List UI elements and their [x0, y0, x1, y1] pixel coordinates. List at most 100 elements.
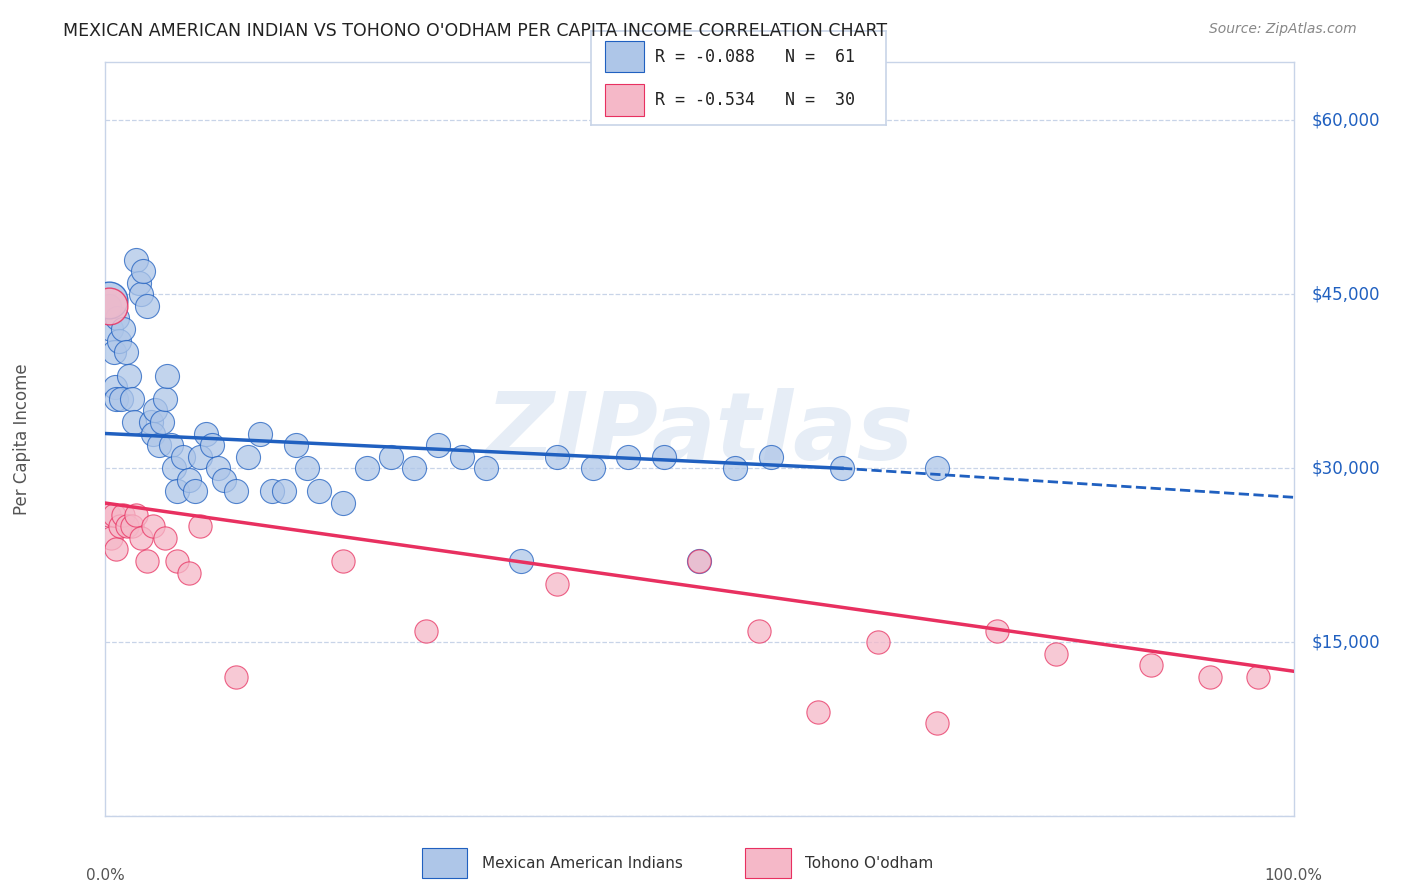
Point	[105, 542, 128, 557]
Point	[807, 705, 830, 719]
Point	[214, 473, 236, 487]
Point	[105, 392, 128, 406]
Text: Per Capita Income: Per Capita Income	[13, 364, 31, 515]
Point	[128, 276, 150, 290]
Point	[225, 670, 247, 684]
Point	[104, 380, 127, 394]
Text: R = -0.088   N =  61: R = -0.088 N = 61	[655, 47, 855, 65]
Point	[112, 508, 135, 522]
Point	[225, 484, 247, 499]
Point	[207, 461, 229, 475]
Point	[136, 554, 159, 568]
Point	[110, 392, 132, 406]
Point	[183, 484, 205, 499]
Point	[129, 287, 152, 301]
Point	[474, 461, 496, 475]
Point	[236, 450, 259, 464]
Point	[415, 624, 437, 638]
Point	[156, 368, 179, 383]
Point	[125, 508, 148, 522]
Point	[201, 438, 224, 452]
Point	[114, 345, 136, 359]
Point	[249, 426, 271, 441]
Point	[689, 554, 711, 568]
FancyBboxPatch shape	[745, 848, 790, 878]
Point	[1199, 670, 1222, 684]
Point	[380, 450, 402, 464]
Point	[152, 415, 174, 429]
Point	[273, 484, 295, 499]
Point	[925, 716, 948, 731]
Point	[308, 484, 330, 499]
Point	[121, 519, 143, 533]
FancyBboxPatch shape	[422, 848, 467, 878]
Point	[148, 438, 170, 452]
Point	[125, 252, 148, 267]
Text: $60,000: $60,000	[1312, 112, 1379, 129]
Point	[103, 508, 125, 522]
Point	[748, 624, 770, 638]
Point	[100, 322, 122, 336]
Point	[139, 415, 162, 429]
Point	[427, 438, 450, 452]
Point	[153, 392, 176, 406]
Point	[172, 450, 194, 464]
Point	[546, 450, 568, 464]
FancyBboxPatch shape	[606, 84, 644, 116]
Point	[1045, 647, 1067, 661]
Point	[105, 310, 128, 325]
Point	[332, 554, 354, 568]
Point	[163, 461, 186, 475]
Text: Source: ZipAtlas.com: Source: ZipAtlas.com	[1209, 22, 1357, 37]
Text: $45,000: $45,000	[1312, 285, 1379, 303]
Point	[112, 322, 135, 336]
Point	[143, 403, 166, 417]
Point	[866, 635, 889, 649]
Point	[297, 461, 319, 475]
Text: ZIPatlas: ZIPatlas	[485, 387, 914, 480]
Point	[652, 450, 675, 464]
Point	[724, 461, 747, 475]
Point	[177, 566, 200, 580]
Point	[122, 415, 145, 429]
Text: Tohono O'odham: Tohono O'odham	[804, 855, 934, 871]
Point	[190, 450, 212, 464]
Text: Mexican American Indians: Mexican American Indians	[481, 855, 682, 871]
Text: $15,000: $15,000	[1312, 633, 1379, 651]
Point	[98, 508, 121, 522]
Point	[159, 438, 181, 452]
Point	[100, 531, 122, 545]
Point	[153, 531, 176, 545]
FancyBboxPatch shape	[606, 40, 644, 72]
Text: 100.0%: 100.0%	[1264, 869, 1323, 883]
Point	[129, 531, 152, 545]
Point	[132, 264, 155, 278]
Point	[1247, 670, 1270, 684]
Point	[404, 461, 426, 475]
Point	[332, 496, 354, 510]
Point	[260, 484, 283, 499]
Text: MEXICAN AMERICAN INDIAN VS TOHONO O'ODHAM PER CAPITA INCOME CORRELATION CHART: MEXICAN AMERICAN INDIAN VS TOHONO O'ODHA…	[63, 22, 887, 40]
Point	[136, 299, 159, 313]
Point	[118, 368, 141, 383]
Point	[142, 519, 165, 533]
Point	[166, 554, 188, 568]
Point	[510, 554, 533, 568]
Point	[925, 461, 948, 475]
Point	[546, 577, 568, 591]
Text: R = -0.534   N =  30: R = -0.534 N = 30	[655, 91, 855, 109]
Point	[98, 299, 121, 313]
Point	[284, 438, 307, 452]
Point	[1140, 658, 1163, 673]
Point	[107, 334, 129, 348]
Point	[195, 426, 218, 441]
Point	[581, 461, 603, 475]
Point	[759, 450, 782, 464]
Point	[108, 519, 131, 533]
Point	[689, 554, 711, 568]
Point	[142, 426, 165, 441]
Point	[617, 450, 640, 464]
Point	[115, 519, 138, 533]
Text: 0.0%: 0.0%	[86, 869, 125, 883]
Point	[986, 624, 1008, 638]
